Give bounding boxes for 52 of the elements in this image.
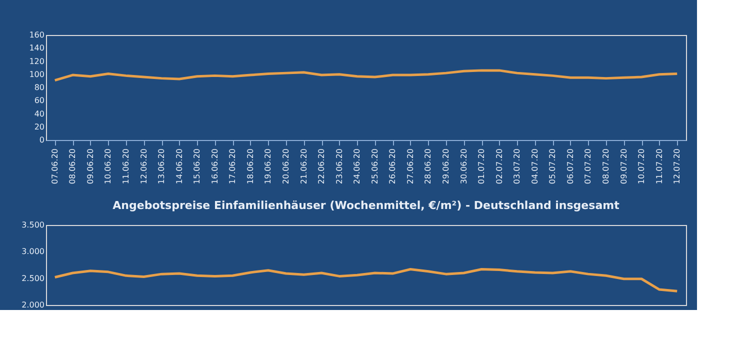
x-tick-label: 09.07.20 [619, 148, 628, 184]
y-tick-label: 80 [34, 83, 44, 92]
y-tick-label: 2.000 [22, 300, 44, 310]
x-tick-label: 19.06.20 [264, 148, 273, 184]
x-tick-label: 03.07.20 [512, 148, 522, 184]
x-tick-label: 07.06.20 [50, 148, 60, 184]
y-tick-label: 3.500 [22, 220, 44, 230]
chart-title: Angebotspreise Einfamilienhäuser (Wochenmittel, €/m²) - Deutschland insgesamt [112, 199, 620, 212]
x-tick-label: 22.06.20 [317, 148, 326, 184]
line-series [54, 69, 678, 82]
y-tick-label: 120 [29, 56, 44, 66]
x-tick-label: 01.07.20 [477, 148, 486, 184]
x-tick-label: 11.06.20 [122, 148, 130, 184]
x-tick-label: 14.06.20 [174, 148, 184, 184]
x-tick-label: 08.07.20 [602, 148, 610, 184]
x-tick-label: 16.06.20 [210, 148, 220, 184]
x-tick-label: 29.06.20 [442, 148, 450, 184]
x-tick-label: 04.07.20 [530, 148, 540, 184]
x-tick-label: 25.06.20 [370, 148, 380, 184]
x-tick-label: 27.06.20 [406, 148, 415, 184]
x-tick-label: 30.06.20 [459, 148, 468, 184]
x-tick-label: 12.06.20 [139, 148, 148, 184]
x-tick-label: 21.06.20 [299, 148, 308, 184]
y-tick-label: 3.000 [22, 247, 44, 256]
x-tick-label: 26.06.20 [388, 148, 398, 184]
x-tick-label: 08.06.20 [68, 148, 78, 184]
x-tick-label: 06.07.20 [566, 148, 575, 184]
x-tick-label: 15.06.20 [192, 148, 202, 184]
x-tick-label: 23.06.20 [334, 148, 344, 184]
x-tick-label: 10.07.20 [637, 148, 646, 184]
line-series [54, 268, 678, 292]
x-tick-label: 02.07.20 [494, 148, 504, 184]
y-tick-label: 140 [29, 44, 44, 53]
x-tick-label: 17.06.20 [228, 148, 238, 184]
x-tick-label: 11.07.20 [654, 148, 664, 184]
x-tick-label: 13.06.20 [157, 148, 166, 184]
x-tick-label: 24.06.20 [352, 148, 362, 184]
y-tick-label: 2.500 [22, 274, 44, 283]
x-tick-label: 12.07.20 [672, 148, 682, 184]
x-tick-label: 10.06.20 [104, 148, 113, 184]
y-tick-label: 0 [39, 136, 44, 144]
y-tick-label: 100 [29, 70, 44, 79]
x-tick-label: 28.06.20 [424, 148, 433, 184]
x-tick-label: 07.07.20 [584, 148, 593, 184]
y-tick-label: 60 [34, 96, 44, 106]
x-tick-label: 18.06.20 [246, 148, 255, 184]
y-tick-label: 40 [34, 109, 44, 118]
y-tick-label: 160 [29, 30, 44, 40]
x-tick-label: 05.07.20 [548, 148, 558, 184]
x-tick-label: 09.06.20 [86, 148, 95, 184]
y-tick-label: 20 [34, 122, 44, 132]
x-tick-label: 20.06.20 [282, 148, 290, 184]
